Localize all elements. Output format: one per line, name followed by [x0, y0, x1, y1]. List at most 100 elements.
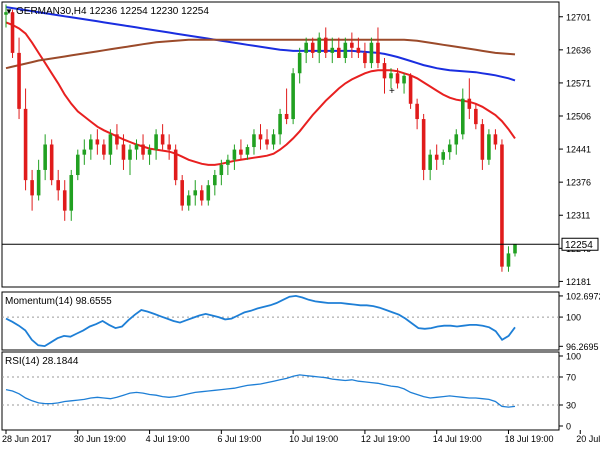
- candle: [193, 180, 198, 206]
- time-tick-label: 28 Jun 2017: [2, 434, 52, 444]
- candle-body: [219, 164, 224, 176]
- candle: [265, 129, 269, 150]
- candle: [343, 37, 348, 64]
- candle: [82, 139, 87, 165]
- rsi-title: RSI(14) 28.1844: [5, 356, 79, 367]
- candle: [62, 180, 67, 221]
- candle: [513, 244, 517, 257]
- candle-body: [461, 98, 465, 135]
- candle-body: [297, 52, 302, 74]
- candle: [141, 134, 145, 160]
- candle-body: [480, 124, 485, 160]
- candle: [415, 98, 419, 130]
- candle: [317, 32, 322, 64]
- candle: [382, 57, 387, 94]
- candle: [428, 149, 432, 181]
- candle-body: [213, 175, 217, 186]
- candle: [474, 103, 478, 130]
- candle-body: [75, 154, 80, 176]
- candle: [487, 129, 491, 165]
- sma20-line: [5, 21, 516, 166]
- rsi-panel: [1, 351, 560, 431]
- candle: [323, 27, 328, 58]
- candle-body: [226, 159, 230, 165]
- candle: [219, 159, 224, 186]
- candle: [421, 113, 426, 181]
- momentum-title: Momentum(14) 98.6555: [5, 296, 112, 307]
- candle-body: [454, 134, 459, 145]
- current-price-box: [561, 237, 599, 251]
- candle: [408, 73, 413, 109]
- candle: [199, 185, 204, 206]
- candle-body: [271, 134, 276, 145]
- candle-body: [382, 63, 387, 79]
- candle: [395, 68, 400, 89]
- candle: [180, 175, 184, 211]
- candle-body: [402, 75, 406, 84]
- candle: [69, 169, 74, 221]
- collapse-triangle-icon[interactable]: ▼: [5, 7, 13, 16]
- candle-body: [500, 144, 504, 267]
- candle-body: [310, 42, 315, 53]
- candle: [376, 27, 380, 69]
- candle-body: [199, 190, 204, 201]
- candle-body: [239, 149, 243, 155]
- candle-body: [69, 175, 74, 211]
- candle-body: [506, 253, 511, 267]
- candle: [17, 37, 21, 120]
- candle: [30, 169, 34, 211]
- candle: [56, 169, 60, 201]
- candle-body: [343, 42, 348, 58]
- time-tick-label: 4 Jul 19:00: [146, 434, 190, 444]
- time-tick-label: 10 Jul 19:00: [289, 434, 338, 444]
- price-tick-label: 12441: [566, 145, 591, 155]
- time-tick-label: 30 Jun 19:00: [74, 434, 126, 444]
- time-tick-label: 12 Jul 19:00: [361, 434, 410, 444]
- candle-body: [121, 144, 126, 160]
- candle: [232, 144, 237, 170]
- candle: [506, 246, 511, 272]
- candle-body: [408, 75, 413, 104]
- price-tick-label: 12571: [566, 78, 591, 88]
- candle-body: [30, 180, 34, 196]
- crosshair-cursor-icon: +: [389, 86, 395, 97]
- candle-body: [108, 134, 113, 155]
- candle: [461, 88, 465, 140]
- candle-body: [369, 42, 374, 64]
- candle: [75, 149, 80, 181]
- candle-body: [513, 244, 517, 254]
- candle: [147, 144, 152, 165]
- rsi-series: [5, 374, 516, 408]
- candle: [271, 129, 276, 150]
- sma200-line: [5, 38, 516, 70]
- candle-body: [160, 134, 165, 145]
- candle-body: [89, 139, 93, 150]
- price-tick-label: 12376: [566, 178, 591, 188]
- candle-body: [304, 42, 308, 53]
- candle: [43, 134, 47, 181]
- sma100-line: [5, 6, 516, 82]
- candle-body: [245, 147, 250, 155]
- candle-body: [252, 134, 256, 148]
- candle: [49, 139, 54, 186]
- candle: [258, 124, 263, 150]
- candle: [480, 119, 485, 170]
- candle: [356, 37, 361, 58]
- candle-body: [206, 185, 211, 201]
- candle: [115, 124, 119, 150]
- candle-body: [428, 154, 432, 170]
- candle-body: [323, 37, 328, 53]
- momentum-tick-label: 102.6972: [566, 291, 600, 301]
- candle: [467, 78, 472, 120]
- candle: [304, 37, 308, 64]
- candle: [4, 4, 8, 28]
- candle-body: [141, 144, 145, 155]
- candle: [108, 129, 113, 165]
- candle-body: [265, 139, 269, 145]
- time-tick-label: 6 Jul 19:00: [217, 434, 261, 444]
- candle: [454, 129, 459, 155]
- candle-body: [330, 47, 335, 53]
- candle: [297, 47, 302, 84]
